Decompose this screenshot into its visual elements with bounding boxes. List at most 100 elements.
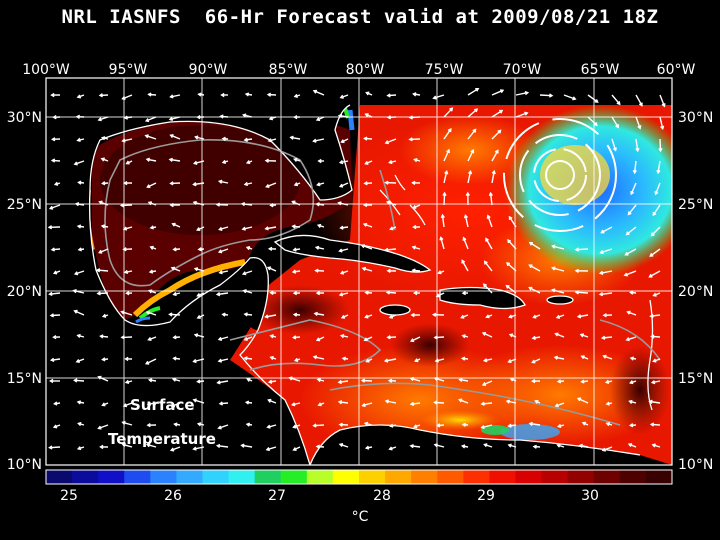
wind-arrow-head [524, 90, 530, 96]
wind-arrow [563, 94, 576, 100]
wind-arrow-head [475, 87, 480, 92]
wind-arrow-head [472, 128, 477, 133]
colorbar-swatch [411, 470, 438, 484]
wind-arrow [434, 377, 445, 382]
wind-arrow [651, 423, 661, 426]
wind-arrow-head [293, 157, 298, 162]
wind-arrow-head [409, 338, 415, 343]
wind-arrow [266, 182, 277, 188]
wind-arrow-head [313, 311, 318, 316]
wind-arrow-head [49, 313, 55, 318]
wind-arrow-head [600, 335, 606, 340]
wind-arrow [654, 182, 661, 195]
colorbar-swatch [619, 470, 647, 484]
wind-arrow-head [215, 443, 221, 449]
wind-arrow-head [600, 229, 605, 234]
colorbar-swatch [515, 470, 543, 484]
wind-arrow-head [574, 268, 579, 273]
wind-arrow-head [169, 94, 174, 99]
wind-arrow-head [192, 398, 197, 403]
wind-arrow-head [53, 181, 59, 186]
wind-arrow-head [508, 333, 514, 338]
wind-arrow [587, 94, 599, 103]
wind-arrow [242, 226, 253, 230]
wind-arrow-head [531, 335, 536, 341]
wind-arrow-head [48, 205, 54, 210]
wind-arrow [649, 270, 661, 278]
colorbar [46, 470, 673, 484]
wind-arrow [241, 444, 253, 448]
wind-arrow-head [73, 161, 78, 166]
wind-arrow-head [384, 180, 389, 185]
wind-arrow-head [292, 247, 297, 252]
wind-arrow-head [616, 101, 621, 106]
wind-arrow-head [483, 443, 488, 448]
wind-arrow-head [266, 92, 272, 97]
wind-arrow [146, 158, 157, 162]
map-frame [45, 77, 673, 466]
wind-arrow [659, 116, 664, 129]
lon-label: 85°W [269, 62, 308, 78]
wind-arrow-head [168, 312, 173, 317]
wind-arrow [441, 215, 445, 228]
wind-arrow-head [266, 266, 272, 271]
colorbar-swatch [98, 470, 125, 484]
wind-arrow-head [384, 247, 389, 253]
wind-arrow-head [384, 399, 390, 404]
wind-arrow-head [149, 225, 154, 230]
wind-arrow-head [243, 336, 248, 341]
wind-arrow [555, 402, 565, 407]
wind-arrow [194, 267, 205, 272]
wind-arrow-head [628, 399, 633, 404]
wind-arrow-head [97, 117, 102, 122]
wind-arrow-head [360, 378, 366, 383]
wind-arrow-head [77, 180, 82, 185]
wind-arrow [74, 160, 85, 165]
wind-arrow-head [314, 245, 320, 250]
wind-arrow-head [317, 402, 322, 407]
wind-arrow-head [481, 331, 487, 336]
wind-arrow-head [144, 134, 149, 139]
wind-arrow-head [99, 444, 104, 450]
wind-arrow-head [414, 358, 419, 363]
wind-arrow-head [440, 213, 445, 219]
wind-arrow-head [364, 445, 370, 450]
wind-arrow [529, 242, 541, 250]
wind-arrow-head [458, 398, 463, 403]
lon-label: 100°W [22, 62, 70, 78]
wind-arrow [600, 292, 613, 296]
wind-arrow-head [652, 292, 657, 297]
colorbar-swatch [228, 470, 256, 484]
wind-arrow-head [73, 309, 78, 314]
wind-arrow-head [292, 424, 297, 429]
wind-arrow-head [555, 314, 561, 319]
wind-arrow-head [337, 379, 342, 385]
wind-arrow-head [556, 379, 562, 384]
wind-arrow [194, 334, 205, 338]
wind-arrow-head [460, 356, 466, 361]
wind-arrow-head [365, 358, 370, 363]
wind-arrow [552, 245, 565, 250]
wind-arrow [434, 444, 445, 448]
wind-arrow-head [413, 290, 418, 296]
wind-arrow-head [629, 290, 634, 295]
wind-arrow [147, 182, 157, 188]
colorbar-swatch [541, 470, 569, 484]
wind-arrow-head [388, 446, 393, 451]
wind-arrow [339, 292, 349, 296]
wind-arrow-head [147, 92, 152, 97]
wind-arrow-head [650, 334, 655, 339]
wind-arrow-head [412, 204, 417, 209]
wind-arrow [385, 400, 397, 404]
wind-arrow-head [364, 314, 369, 319]
wind-arrow-head [449, 107, 454, 112]
colorbar-swatch [437, 470, 464, 484]
wind-arrow-head [461, 259, 466, 264]
wind-arrow [363, 223, 373, 228]
wind-arrow [491, 130, 501, 140]
wind-arrow [49, 204, 61, 210]
wind-arrow-head [635, 147, 640, 153]
wind-arrow-head [497, 129, 502, 134]
wind-arrow [217, 292, 229, 296]
wind-arrow [267, 266, 277, 272]
